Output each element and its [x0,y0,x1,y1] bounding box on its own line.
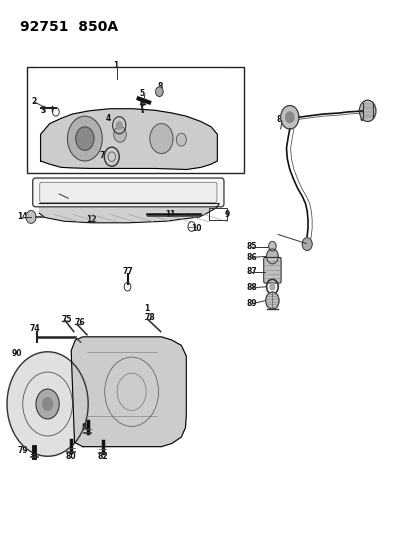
Text: 14: 14 [17,213,28,221]
FancyBboxPatch shape [33,178,223,207]
Circle shape [266,249,278,264]
Text: 77: 77 [122,268,133,276]
Circle shape [285,112,293,123]
Polygon shape [40,109,217,169]
Text: 10: 10 [191,224,201,232]
Text: 85: 85 [246,243,256,251]
Polygon shape [39,204,219,223]
Text: 8: 8 [157,82,162,91]
Circle shape [176,133,186,146]
Text: 6: 6 [140,100,145,108]
Bar [27,67,244,173]
Text: 13: 13 [54,189,64,197]
Polygon shape [71,337,186,447]
Text: 3: 3 [40,107,46,115]
Circle shape [301,238,311,251]
Text: 84: 84 [276,116,287,124]
Circle shape [155,87,163,96]
Circle shape [76,127,94,150]
Text: 92751  850A: 92751 850A [20,20,118,34]
Text: 87: 87 [246,268,256,276]
FancyBboxPatch shape [263,257,280,283]
Text: 2: 2 [31,97,37,106]
Text: 74: 74 [30,325,40,333]
Circle shape [36,389,59,419]
Text: 1: 1 [113,61,119,69]
Text: 81: 81 [81,424,92,432]
Text: 1: 1 [144,304,149,312]
Text: 88: 88 [246,284,256,292]
Polygon shape [37,69,223,169]
Circle shape [43,398,52,410]
Circle shape [150,124,173,154]
Circle shape [268,241,275,251]
Text: 78: 78 [144,313,154,321]
Text: 79: 79 [17,446,28,455]
Circle shape [280,106,298,129]
Circle shape [358,100,375,122]
Text: 9: 9 [224,210,229,219]
Text: 75: 75 [61,316,71,324]
Circle shape [116,122,122,129]
Text: 11: 11 [164,210,175,219]
Text: 76: 76 [74,318,85,327]
Circle shape [7,352,88,456]
Circle shape [265,292,278,309]
Text: 12: 12 [86,215,96,224]
Text: 89: 89 [246,300,256,308]
Circle shape [269,284,274,290]
Text: 4: 4 [105,114,111,123]
Circle shape [26,211,36,223]
Text: 86: 86 [246,253,256,262]
Circle shape [67,116,102,161]
Text: 90: 90 [12,350,22,358]
Text: 83: 83 [358,114,369,123]
Text: 5: 5 [140,89,145,98]
Circle shape [114,126,126,142]
Text: 7: 7 [100,151,105,160]
Text: 82: 82 [97,453,108,461]
Text: 80: 80 [65,453,76,461]
FancyBboxPatch shape [40,182,216,203]
